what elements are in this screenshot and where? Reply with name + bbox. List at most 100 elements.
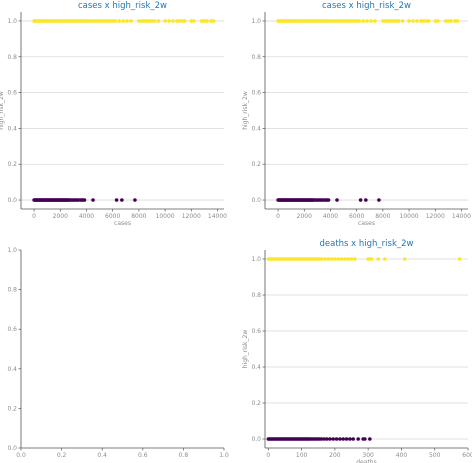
x-tick-label: 1.0: [219, 452, 229, 459]
x-tick-label: 2000: [297, 213, 312, 220]
x-tick-label: 4000: [79, 213, 94, 220]
y-axis-label: high_risk_2w: [0, 91, 5, 130]
y-tick-label: 0.8: [7, 287, 17, 294]
y-axis-label: high_risk_2w: [242, 330, 249, 369]
point-high-risk: [192, 19, 196, 23]
point-high-risk: [333, 257, 337, 261]
y-tick-label: 1.0: [7, 18, 17, 25]
x-tick-label: 300: [362, 452, 374, 459]
point-high-risk: [344, 19, 349, 23]
point-high-risk: [369, 19, 373, 23]
y-tick-label: 0.6: [7, 326, 17, 333]
point-high-risk: [110, 19, 115, 23]
y-tick-label: 0.8: [251, 292, 261, 299]
point-high-risk: [182, 19, 187, 23]
subplot-3: 0.0 0.2 0.4 0.6 0.8 1.0 0.0 0.2 0.4 0.6 0.8 1.0: [7, 247, 228, 459]
point-high-risk: [177, 19, 182, 23]
point-high-risk: [424, 19, 428, 23]
y-tick-label: 0.8: [7, 54, 17, 61]
point-high-risk: [354, 19, 359, 23]
point-high-risk: [446, 19, 451, 23]
point-low-risk: [335, 198, 339, 202]
point-high-risk: [352, 19, 356, 23]
point-low-risk: [344, 437, 349, 441]
point-high-risk: [103, 19, 107, 23]
point-low-risk: [341, 437, 346, 441]
y-tick-label: 0.2: [7, 161, 17, 168]
point-high-risk: [353, 257, 357, 261]
point-high-risk: [383, 19, 388, 23]
point-high-risk: [142, 19, 146, 23]
x-tick-label: 6000: [349, 213, 364, 220]
point-low-risk: [322, 437, 327, 441]
point-high-risk: [333, 19, 338, 23]
point-high-risk: [357, 19, 362, 23]
point-low-risk: [368, 437, 372, 441]
point-low-risk: [338, 437, 342, 441]
x-tick-label: 0: [32, 213, 36, 220]
point-high-risk: [175, 19, 179, 23]
x-tick-label: 600: [462, 452, 472, 459]
chart-title: deaths x high_risk_2w: [319, 239, 413, 249]
y-tick-label: 0.4: [251, 364, 261, 371]
x-tick-label: 14000: [452, 213, 471, 220]
x-tick-label: 10000: [156, 213, 175, 220]
subplot-2: 0.0 0.2 0.4 0.6 0.8 1.0 0 2000 4000 6000 8000 10000…: [242, 1, 471, 227]
point-low-risk: [331, 437, 336, 441]
point-high-risk: [125, 19, 129, 23]
point-high-risk: [108, 19, 112, 23]
point-high-risk: [339, 257, 344, 261]
point-high-risk: [341, 19, 346, 23]
x-tick-label: 100: [296, 452, 308, 459]
point-low-risk: [334, 437, 339, 441]
point-high-risk: [365, 19, 369, 23]
chart-title: cases x high_risk_2w: [78, 1, 167, 11]
point-high-risk: [121, 19, 125, 23]
x-tick-label: 10000: [400, 213, 419, 220]
y-tick-label: 0.6: [7, 90, 17, 97]
point-low-risk: [91, 198, 95, 202]
x-tick-label: 12000: [182, 213, 201, 220]
x-tick-label: 0.6: [138, 452, 148, 459]
point-high-risk: [400, 19, 405, 23]
x-tick-label: 8000: [375, 213, 390, 220]
point-high-risk: [117, 19, 122, 23]
point-high-risk: [189, 19, 194, 23]
y-tick-label: 0.2: [7, 405, 17, 412]
point-high-risk: [347, 19, 351, 23]
point-high-risk: [453, 19, 457, 23]
point-high-risk: [205, 19, 209, 23]
point-high-risk: [443, 19, 448, 23]
point-low-risk: [377, 198, 381, 202]
point-high-risk: [457, 257, 462, 261]
point-high-risk: [152, 19, 157, 23]
point-high-risk: [381, 19, 385, 23]
y-tick-label: 0.2: [251, 400, 261, 407]
point-low-risk: [356, 437, 360, 441]
point-high-risk: [211, 19, 216, 23]
point-high-risk: [415, 19, 419, 23]
point-high-risk: [95, 19, 99, 23]
point-high-risk: [180, 19, 184, 23]
point-high-risk: [339, 19, 343, 23]
point-high-risk: [137, 19, 141, 23]
x-tick-label: 4000: [323, 213, 338, 220]
x-axis-label: cases: [358, 220, 375, 227]
point-low-risk: [358, 198, 363, 202]
y-tick-label: 0.8: [251, 54, 261, 61]
subplot-4: 0.0 0.2 0.4 0.6 0.8 1.0 0 100 200 300 400 500 600 dea…: [242, 239, 472, 463]
y-tick-label: 1.0: [251, 18, 261, 25]
y-tick-label: 0.0: [251, 197, 261, 204]
point-high-risk: [199, 19, 204, 23]
y-tick-label: 1.0: [251, 256, 261, 263]
y-tick-label: 0.0: [251, 436, 261, 443]
x-axis-label: cases: [114, 220, 131, 227]
x-tick-label: 500: [429, 452, 441, 459]
point-high-risk: [388, 19, 393, 23]
x-tick-label: 12000: [426, 213, 445, 220]
point-high-risk: [336, 257, 341, 261]
point-high-risk: [171, 19, 175, 23]
point-high-risk: [421, 19, 426, 23]
x-tick-label: 0: [276, 213, 280, 220]
point-high-risk: [349, 19, 354, 23]
